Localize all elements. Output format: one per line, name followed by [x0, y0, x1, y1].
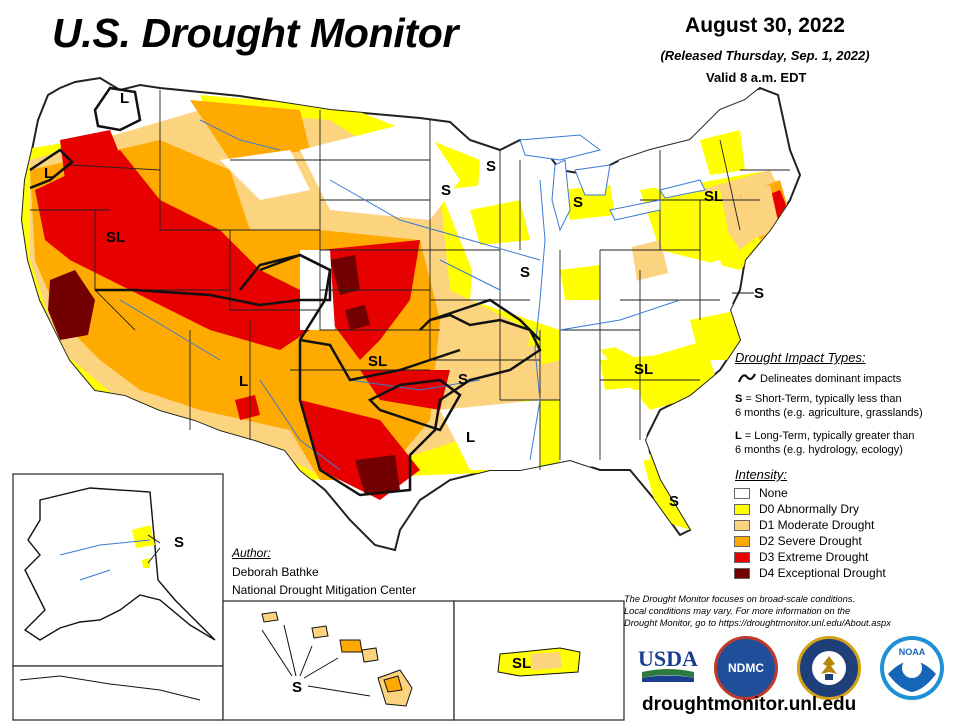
- legend-item-d3: D3 Extreme Drought: [734, 550, 868, 564]
- note-line-1: The Drought Monitor focuses on broad-sca…: [624, 594, 855, 604]
- ndmc-logo-text: NDMC: [728, 661, 764, 675]
- legend-item-d4: D4 Exceptional Drought: [734, 566, 886, 580]
- author-org: National Drought Mitigation Center: [232, 583, 417, 597]
- map-label-s-michigan: S: [573, 194, 584, 211]
- map-label-s-midatlantic: S: [754, 285, 765, 302]
- legend-item-none: None: [734, 486, 788, 500]
- map-label-sl-northeast: SL: [704, 188, 724, 205]
- legend-swatch: [734, 535, 750, 547]
- legend-item-d2: D2 Severe Drought: [734, 534, 862, 548]
- legend-swatch: [734, 519, 750, 531]
- intensity-title: Intensity:: [735, 467, 788, 482]
- release-date: (Released Thursday, Sep. 1, 2022): [660, 48, 870, 63]
- map-label-l-northwest: L: [120, 90, 130, 107]
- legend-item-d0: D0 Abnormally Dry: [734, 502, 859, 516]
- legend-swatch: [734, 487, 750, 499]
- note-line-2: Local conditions may vary. For more info…: [624, 606, 851, 616]
- legend-swatch: [734, 551, 750, 563]
- map-label-l-pacific: L: [44, 165, 54, 182]
- valid-time: Valid 8 a.m. EDT: [706, 70, 807, 85]
- eagle-icon: [812, 651, 846, 685]
- map-label-s-florida: S: [669, 493, 680, 510]
- impact-line-pacific: [29, 148, 74, 190]
- map-date: August 30, 2022: [685, 14, 845, 37]
- legend-label: D1 Moderate Drought: [759, 518, 875, 532]
- map-label-l-louisiana: L: [466, 429, 476, 446]
- map-label-s-ozarks: S: [458, 371, 469, 388]
- map-label-sl-carolinas: SL: [634, 361, 654, 378]
- impact-short-term-row2: 6 months (e.g. agriculture, grasslands): [735, 407, 923, 419]
- legend-swatch: [734, 503, 750, 515]
- impact-long-term-row1: L = Long-Term, typically greater than: [735, 429, 914, 443]
- map-label-l-southwest: L: [239, 373, 249, 390]
- map-label-s-alaska: S: [174, 534, 185, 551]
- legend-label: D2 Severe Drought: [759, 534, 862, 548]
- impact-line-ozarks: [367, 378, 462, 432]
- map-label-sl-west: SL: [106, 229, 126, 246]
- noaa-logo-text: NOAA: [899, 647, 926, 657]
- map-label-sl-plains: SL: [368, 353, 388, 370]
- legend-label: D0 Abnormally Dry: [759, 502, 860, 516]
- legend-label: D4 Exceptional Drought: [759, 566, 886, 580]
- legend-item-d1: D1 Moderate Drought: [734, 518, 874, 532]
- impact-line-northwest: [93, 86, 142, 132]
- usda-logo[interactable]: USDA: [638, 640, 698, 684]
- alaska-shape: [23, 487, 216, 641]
- impact-types-title: Drought Impact Types:: [735, 350, 866, 365]
- note-line-3: Drought Monitor, go to https://droughtmo…: [624, 618, 891, 628]
- impact-short-term-row1: S = Short-Term, typically less than: [735, 392, 902, 406]
- ndmc-logo[interactable]: NDMC: [714, 636, 778, 700]
- map-label-s-michigan-north: S: [486, 158, 497, 175]
- impact-delineates-label: Delineates dominant impacts: [760, 373, 902, 385]
- author-name: Deborah Bathke: [232, 565, 319, 579]
- legend-swatch: [734, 567, 750, 579]
- long-term-desc: = Long-Term, typically greater than: [741, 430, 915, 442]
- map-label-sl-puerto-rico: SL: [512, 655, 532, 672]
- pointer-line: [732, 292, 754, 294]
- impact-line-plains: [259, 253, 542, 497]
- commerce-seal-logo[interactable]: [797, 636, 861, 700]
- short-term-key: S: [735, 393, 743, 405]
- map-label-s-illinois: S: [520, 264, 531, 281]
- map-title: U.S. Drought Monitor: [52, 10, 459, 56]
- impact-line-west: [95, 253, 332, 307]
- impact-line-bend: [299, 338, 461, 382]
- site-url[interactable]: droughtmonitor.unl.edu: [642, 694, 857, 715]
- disclaimer-note: The Drought Monitor focuses on broad-sca…: [624, 593, 954, 629]
- impact-line-ozarks-north: [429, 298, 541, 341]
- impact-long-term-row2: 6 months (e.g. hydrology, ecology): [735, 444, 903, 456]
- impact-line-icon: [738, 373, 756, 383]
- map-label-s-hawaii: S: [292, 679, 303, 696]
- usda-logo-text: USDA: [638, 646, 698, 671]
- long-term-key: L: [735, 430, 742, 442]
- legend-label: D3 Extreme Drought: [759, 550, 869, 564]
- noaa-logo[interactable]: NOAA: [880, 636, 944, 700]
- author-title: Author:: [232, 546, 271, 560]
- short-term-desc: = Short-Term, typically less than: [742, 393, 902, 405]
- map-label-s-wisconsin: S: [441, 182, 452, 199]
- legend-label: None: [759, 486, 788, 500]
